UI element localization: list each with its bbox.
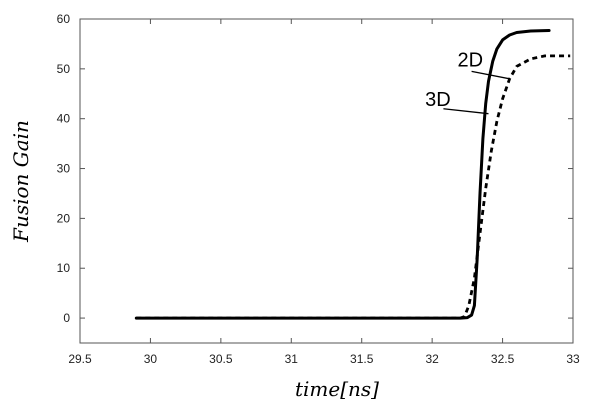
y-tick-label: 0 [63,311,70,325]
annotation-label-2d: 2D [457,49,483,71]
y-axis-ticks: 0 10 20 30 40 50 60 [57,12,573,325]
x-tick-label: 33 [566,352,580,366]
x-tick-label: 31 [285,352,299,366]
y-tick-label: 50 [57,62,71,76]
y-tick-label: 60 [57,12,71,26]
x-tick-label: 32.5 [491,352,515,366]
y-tick-label: 30 [57,162,71,176]
annotation-leader-2d [471,70,510,80]
x-axis-title: time[ns] [295,377,379,401]
y-axis-title: Fusion Gain [9,120,33,243]
annotation-label-3d: 3D [425,89,451,111]
y-tick-label: 40 [57,112,71,126]
series-layer [134,29,571,320]
x-tick-label: 31.5 [350,352,374,366]
series-line-2d [136,54,571,320]
y-tick-label: 10 [57,261,71,275]
x-tick-label: 30.5 [209,352,233,366]
series-line-3d [134,29,551,320]
x-tick-label: 32 [425,352,439,366]
x-tick-label: 29.5 [68,352,92,366]
plot-frame [79,18,574,344]
annotations-layer: 2D 3D [425,49,510,115]
x-tick-label: 30 [144,352,158,366]
annotation-leader-3d [443,108,489,115]
y-tick-label: 20 [57,211,71,225]
x-axis-ticks: 29.5 30 30.5 31 31.5 32 32.5 33 [68,19,580,366]
